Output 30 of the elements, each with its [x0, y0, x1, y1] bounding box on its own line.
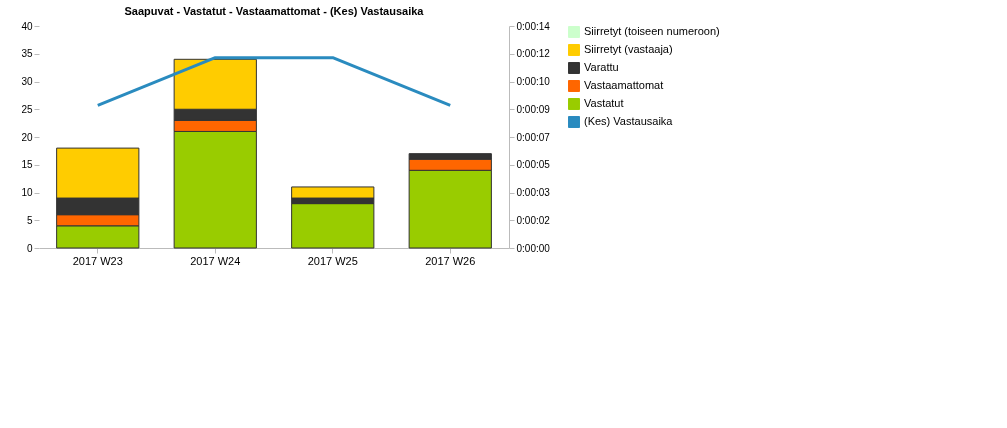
y-tick-label: 30: [21, 76, 33, 87]
x-tick-label: 2017 W24: [190, 254, 241, 267]
legend-label: Siirretyt (vastaaja): [584, 43, 673, 55]
y2-tick-label: 0:00:02: [516, 214, 551, 226]
x-tick-label: 2017 W23: [72, 254, 123, 267]
y2-tick-label: 0:00:05: [516, 159, 551, 171]
y-tick-label: 0: [26, 242, 33, 254]
x-tick-label: 2017 W26: [425, 254, 476, 267]
y-tick-label: 35: [21, 48, 33, 60]
y-tick-label: 10: [21, 187, 33, 198]
x-tick-label: 2017 W25: [307, 254, 358, 267]
legend-label: Vastaamattomat: [584, 79, 664, 91]
y2-tick-label: 0:00:00: [516, 242, 551, 254]
legend-label: Varattu: [584, 61, 619, 73]
y-tick-label: 20: [21, 131, 33, 143]
legend-label: Vastatut: [584, 97, 624, 109]
y2-tick-label: 0:00:14: [516, 20, 551, 32]
y2-tick-label: 0:00:10: [516, 76, 551, 87]
bar: [291, 203, 375, 249]
y2-tick-label: 0:00:09: [516, 103, 551, 115]
legend-label: (Kes) Vastausaika: [584, 115, 674, 127]
legend-label: Siirretyt (toiseen numeroon): [584, 25, 720, 37]
y2-tick-label: 0:00:12: [516, 48, 551, 60]
y-tick-label: 40: [21, 20, 33, 32]
y2-tick-label: 0:00:03: [516, 187, 551, 198]
y-tick-label: 5: [26, 214, 33, 226]
y2-tick-label: 0:00:07: [516, 131, 551, 143]
chart-title: Saapuvat - Vastatut - Vastaamattomat - (Kes) Vastausaika: [124, 5, 425, 17]
y-tick-label: 15: [21, 159, 33, 171]
y-tick-label: 25: [21, 103, 33, 115]
